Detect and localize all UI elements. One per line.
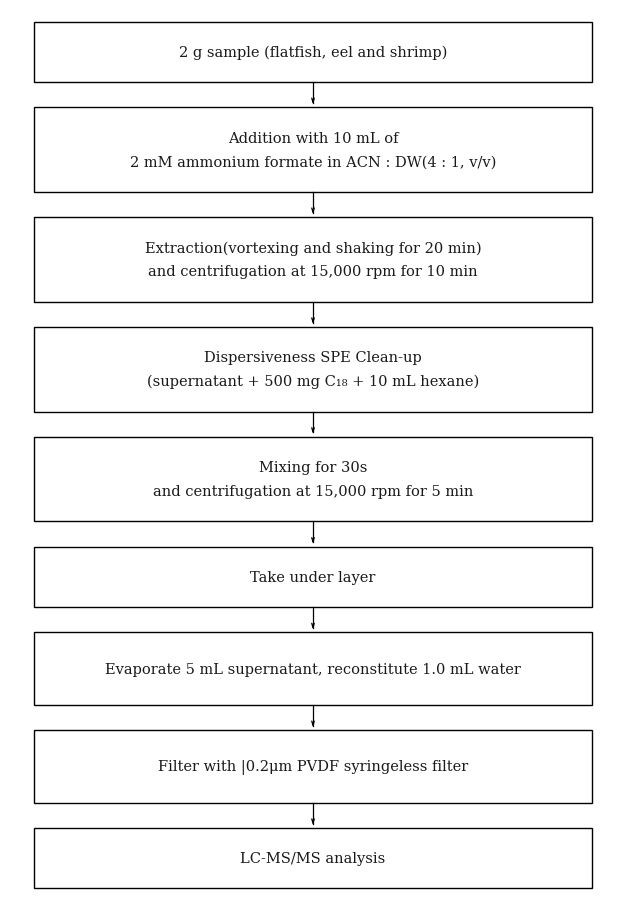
Bar (34, 218, 592, 302)
Bar (34, 327, 592, 412)
Text: 2 g sample (flatfish, eel and shrimp): 2 g sample (flatfish, eel and shrimp) (179, 45, 447, 60)
Bar (34, 23, 592, 83)
Bar (34, 731, 592, 803)
Text: (supernatant + 500 mg C₁₈ + 10 mL hexane): (supernatant + 500 mg C₁₈ + 10 mL hexane… (147, 374, 479, 389)
Text: Filter with |0.2μm PVDF syringeless filter: Filter with |0.2μm PVDF syringeless filt… (158, 759, 468, 774)
Text: and centrifugation at 15,000 rpm for 10 min: and centrifugation at 15,000 rpm for 10 … (148, 265, 478, 279)
Bar (34, 437, 592, 522)
Text: Evaporate 5 mL supernatant, reconstitute 1.0 mL water: Evaporate 5 mL supernatant, reconstitute… (105, 662, 521, 676)
Text: Mixing for 30s: Mixing for 30s (259, 461, 367, 474)
Bar (34, 108, 592, 193)
Text: Take under layer: Take under layer (250, 570, 376, 584)
Bar (34, 633, 592, 705)
Text: 2 mM ammonium formate in ACN : DW(4 : 1, v/v): 2 mM ammonium formate in ACN : DW(4 : 1,… (130, 155, 496, 170)
Text: Dispersiveness SPE Clean-up: Dispersiveness SPE Clean-up (204, 351, 422, 365)
Text: LC-MS/MS analysis: LC-MS/MS analysis (240, 851, 386, 865)
Text: Addition with 10 mL of: Addition with 10 mL of (228, 132, 398, 145)
Bar (34, 548, 592, 608)
Bar (34, 828, 592, 888)
Text: and centrifugation at 15,000 rpm for 5 min: and centrifugation at 15,000 rpm for 5 m… (153, 484, 473, 499)
Text: Extraction(vortexing and shaking for 20 min): Extraction(vortexing and shaking for 20 … (145, 241, 481, 255)
